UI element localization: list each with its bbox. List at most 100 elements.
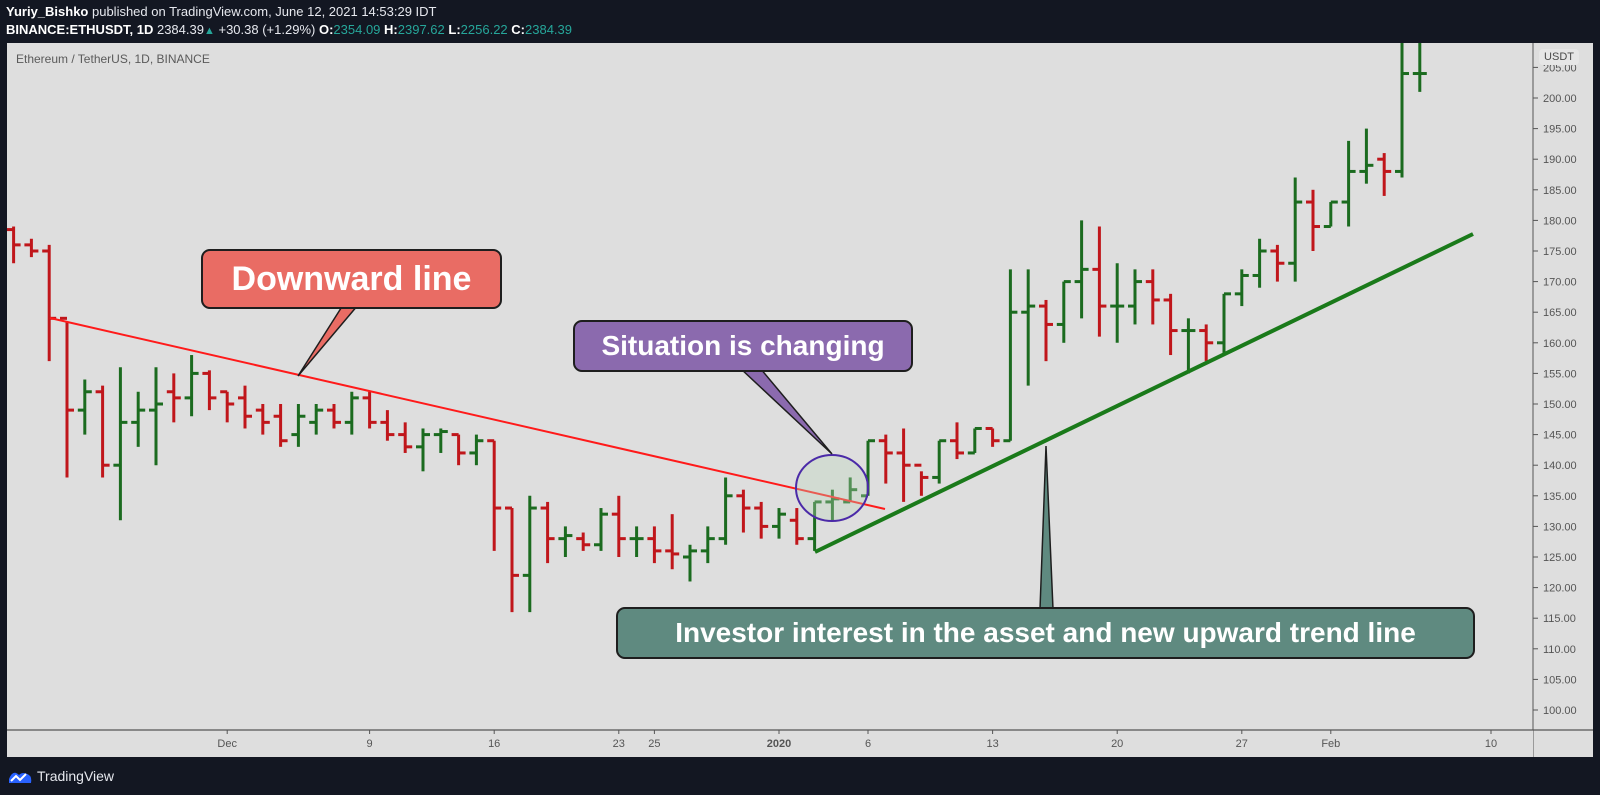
ohlc-bar[interactable]	[184, 355, 199, 417]
ohlc-bar[interactable]	[647, 526, 662, 564]
ohlc-bar[interactable]	[896, 428, 911, 502]
ohlc-bar[interactable]	[789, 508, 804, 545]
ohlc-bar[interactable]	[1306, 189, 1320, 251]
ohlc-bar[interactable]	[505, 506, 519, 613]
ohlc-bar[interactable]	[683, 544, 697, 582]
ohlc-bar[interactable]	[594, 508, 608, 551]
ohlc-bar[interactable]	[344, 391, 359, 435]
ohlc-bar[interactable]	[1003, 269, 1018, 443]
ohlc-bar[interactable]	[1395, 43, 1409, 178]
ohlc-bar[interactable]	[932, 439, 947, 484]
ohlc-bar[interactable]	[736, 489, 751, 533]
ohlc-bar[interactable]	[398, 422, 413, 453]
ohlc-bar[interactable]	[1110, 263, 1125, 343]
ohlc-bar[interactable]	[469, 434, 484, 466]
ohlc-bar[interactable]	[629, 526, 644, 557]
time-tick-label: 13	[986, 738, 998, 750]
ohlc-bar[interactable]	[967, 426, 982, 455]
ohlc-bar[interactable]	[1092, 226, 1107, 337]
ohlc-bar[interactable]	[1217, 292, 1231, 356]
ohlc-bar[interactable]	[77, 379, 92, 435]
time-tick-label: 25	[648, 738, 660, 750]
ohlc-bar[interactable]	[202, 370, 217, 411]
ohlc-bar[interactable]	[1056, 280, 1071, 343]
ohlc-bar[interactable]	[273, 404, 288, 447]
ohlc-bar[interactable]	[327, 404, 341, 429]
ohlc-bar[interactable]	[843, 477, 858, 504]
currency-badge[interactable]: USDT	[1539, 49, 1579, 65]
high-value: 2397.62	[397, 22, 445, 37]
ohlc-bar[interactable]	[113, 367, 128, 521]
ohlc-bar[interactable]	[1288, 177, 1303, 282]
highlight-ellipse[interactable]	[795, 454, 869, 522]
ohlc-bar[interactable]	[772, 508, 786, 539]
price-tick-label: 120.00	[1543, 583, 1577, 595]
ohlc-bar[interactable]	[1323, 200, 1338, 229]
time-tick-label: 16	[488, 738, 500, 750]
ohlc-bar[interactable]	[149, 367, 163, 466]
ohlc-bar[interactable]	[60, 316, 74, 478]
price-tick-label: 110.00	[1543, 644, 1576, 656]
ohlc-bar[interactable]	[380, 410, 395, 441]
ohlc-bar[interactable]	[558, 526, 573, 557]
ohlc-bar[interactable]	[1039, 299, 1053, 362]
downward-trend-line[interactable]	[49, 317, 886, 510]
ohlc-bar[interactable]	[754, 501, 769, 539]
ohlc-bar[interactable]	[700, 526, 715, 564]
ohlc-bar[interactable]	[1128, 269, 1142, 325]
price-tick-label: 195.00	[1543, 124, 1577, 136]
ohlc-bar[interactable]	[914, 463, 929, 496]
time-tick-label: 9	[367, 738, 373, 750]
upward-trend-line[interactable]	[814, 232, 1474, 554]
chart-legend: Ethereum / TetherUS, 1D, BINANCE	[16, 52, 210, 66]
ohlc-bar[interactable]	[1163, 293, 1178, 356]
ohlc-bar[interactable]	[220, 390, 235, 423]
ohlc-bar[interactable]	[718, 477, 733, 545]
ohlc-bar[interactable]	[807, 500, 822, 551]
ohlc-bar[interactable]	[166, 373, 181, 423]
ohlc-bar[interactable]	[238, 385, 252, 429]
ohlc-bar[interactable]	[611, 495, 626, 557]
close-value: 2384.39	[525, 22, 573, 37]
open-value: 2354.09	[333, 22, 381, 37]
ohlc-bar[interactable]	[433, 428, 448, 453]
ohlc-bar[interactable]	[24, 238, 39, 258]
ohlc-bar[interactable]	[42, 244, 57, 362]
ohlc-bar[interactable]	[362, 391, 377, 429]
ohlc-bar[interactable]	[1145, 269, 1160, 325]
ohlc-bar[interactable]	[1270, 244, 1285, 282]
ohlc-bar[interactable]	[1181, 318, 1196, 374]
ohlc-bar[interactable]	[1359, 128, 1374, 184]
ohlc-bar[interactable]	[1021, 269, 1036, 386]
ohlc-bar[interactable]	[950, 422, 964, 460]
ohlc-bar[interactable]	[540, 501, 555, 564]
ohlc-bar[interactable]	[1412, 43, 1427, 92]
ohlc-bar[interactable]	[291, 404, 306, 447]
ohlc-bar[interactable]	[487, 439, 502, 551]
tradingview-logo[interactable]: TradingView	[7, 767, 114, 785]
ohlc-bar[interactable]	[1234, 269, 1249, 307]
ohlc-bar[interactable]	[1252, 238, 1267, 288]
price-axis[interactable]	[1533, 43, 1593, 757]
ohlc-bar[interactable]	[665, 514, 680, 570]
ohlc-bar[interactable]	[1377, 153, 1392, 196]
ohlc-bar[interactable]	[7, 226, 21, 264]
close-label: C:	[511, 22, 526, 37]
ohlc-bar[interactable]	[1199, 324, 1214, 362]
ohlc-bar[interactable]	[1074, 220, 1089, 319]
ohlc-bar[interactable]	[131, 391, 146, 447]
time-tick-label: Feb	[1321, 738, 1340, 750]
ohlc-bar[interactable]	[255, 404, 270, 435]
ohlc-bar[interactable]	[309, 404, 324, 435]
author-name[interactable]: Yuriy_Bishko	[6, 4, 89, 19]
ohlc-bar[interactable]	[1341, 140, 1356, 227]
ohlc-bar[interactable]	[95, 385, 110, 478]
ohlc-bar[interactable]	[576, 532, 591, 551]
ohlc-bar[interactable]	[878, 434, 893, 484]
ohlc-bar[interactable]	[416, 428, 430, 472]
ohlc-bar[interactable]	[985, 426, 1000, 447]
ohlc-bar[interactable]	[451, 433, 466, 466]
price-chart[interactable]: 100.00 105.00 110.00 115.00 120.00 125.00 130.…	[7, 43, 1593, 757]
time-axis[interactable]	[7, 730, 1533, 757]
ohlc-bar[interactable]	[522, 495, 537, 613]
